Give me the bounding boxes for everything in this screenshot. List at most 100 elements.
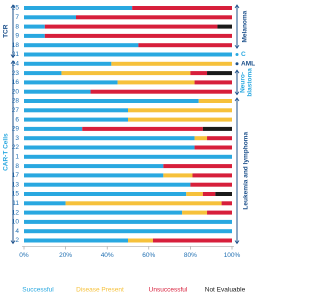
group-label: Neuro- xyxy=(240,72,247,93)
bar-segment xyxy=(221,201,232,206)
group-label: C xyxy=(241,51,246,58)
bracket-arrow xyxy=(234,69,240,96)
x-tick-label: 40% xyxy=(101,252,114,259)
bar-segment xyxy=(24,154,232,159)
bar-segment xyxy=(24,201,66,206)
bar-segment xyxy=(190,71,208,76)
bar-segment xyxy=(128,238,153,243)
bar-segment xyxy=(182,210,208,215)
bracket-arrow xyxy=(10,4,16,59)
bar-segment xyxy=(24,192,187,196)
bar-segment xyxy=(24,43,139,48)
group-dot xyxy=(235,53,239,56)
row-label: 29 xyxy=(12,126,20,133)
bar-segment xyxy=(24,6,133,10)
bar-segment xyxy=(111,61,232,66)
bracket-arrow xyxy=(10,60,16,245)
group-label: CAR-T Cells xyxy=(3,133,10,171)
bracket-arrow xyxy=(234,4,240,49)
row-label: 12 xyxy=(12,209,20,216)
group-label: blastoma xyxy=(247,68,254,97)
row-label: 13 xyxy=(12,181,20,188)
bar-segment xyxy=(24,71,62,76)
bar-segment xyxy=(163,173,193,178)
bar-segment xyxy=(190,182,232,187)
row-label: 8 xyxy=(15,163,19,170)
row-label: 3 xyxy=(15,135,19,142)
group-label: AML xyxy=(241,61,255,68)
row-label: 4 xyxy=(15,228,19,235)
group-dot xyxy=(235,62,239,66)
group-label: TCR xyxy=(3,24,10,38)
row-label: 21 xyxy=(12,51,20,58)
row-label: 25 xyxy=(12,5,20,12)
bar-segment xyxy=(24,210,183,215)
row-label: 11 xyxy=(12,200,19,207)
bar-segment xyxy=(24,80,118,85)
bar-segment xyxy=(24,182,191,187)
bar-segment xyxy=(132,6,232,10)
row-label: 16 xyxy=(12,79,20,86)
row-label: 24 xyxy=(12,61,20,68)
group-label: Melanoma xyxy=(242,10,249,42)
row-label: 10 xyxy=(12,219,20,226)
row-label: 17 xyxy=(12,172,20,179)
bar-segment xyxy=(24,238,128,243)
chart: 0% 20% 40% 60% 80% 100%2578918212423162028276… xyxy=(3,4,255,294)
bar-segment xyxy=(217,24,232,29)
bar-segment xyxy=(128,108,232,113)
bar-segment xyxy=(207,210,232,215)
bracket-arrow xyxy=(234,97,240,245)
bar-segment xyxy=(65,201,222,206)
row-label: 6 xyxy=(15,116,19,123)
bar-segment xyxy=(138,43,232,48)
bar-segment xyxy=(194,80,232,85)
group-label: Leukemia and lymphoma xyxy=(243,132,250,210)
bar-segment xyxy=(24,52,232,57)
legend-label: Successful xyxy=(22,287,54,294)
bar-segment xyxy=(24,108,128,113)
bar-segment xyxy=(24,33,45,38)
bar-segment xyxy=(24,89,91,94)
bar-segment xyxy=(24,15,76,20)
bar-segment xyxy=(194,136,208,141)
row-label: 15 xyxy=(12,191,20,198)
bar-segment xyxy=(198,99,232,103)
legend-label: Not Evaluable xyxy=(205,287,246,294)
bar-segment xyxy=(24,117,128,122)
bar-segment xyxy=(24,219,232,224)
x-tick-label: 100% xyxy=(224,252,241,259)
legend-label: Disease Present xyxy=(76,287,124,294)
bar-segment xyxy=(128,117,232,122)
bar-segment xyxy=(24,164,164,169)
row-label: 9 xyxy=(15,33,19,40)
row-label: 20 xyxy=(12,88,20,95)
bar-segment xyxy=(24,99,199,103)
bar-segment xyxy=(90,89,232,94)
bar-segment xyxy=(207,136,232,141)
bar-segment xyxy=(152,238,232,243)
bar-segment xyxy=(44,24,218,29)
bar-segment xyxy=(202,126,232,131)
legend-label: Unsuccessful xyxy=(149,287,188,294)
row-label: 1 xyxy=(15,154,19,161)
row-label: 23 xyxy=(12,70,20,77)
bar-segment xyxy=(163,164,232,169)
bar-segment xyxy=(186,192,203,196)
bar-segment xyxy=(24,145,195,150)
bar-segment xyxy=(44,33,232,38)
bar-segment xyxy=(24,61,112,66)
row-label: 8 xyxy=(15,23,19,30)
bar-segment xyxy=(192,173,232,178)
bar-segment xyxy=(24,24,45,29)
bar-segment xyxy=(215,192,232,196)
row-label: 2 xyxy=(15,237,19,244)
row-label: 27 xyxy=(12,107,20,114)
bar-segment xyxy=(24,173,164,178)
bar-segment xyxy=(24,126,83,131)
bar-segment xyxy=(194,145,232,150)
x-tick-label: 20% xyxy=(59,252,72,259)
bar-segment xyxy=(82,126,203,131)
bar-segment xyxy=(207,71,232,76)
bar-segment xyxy=(202,192,216,196)
